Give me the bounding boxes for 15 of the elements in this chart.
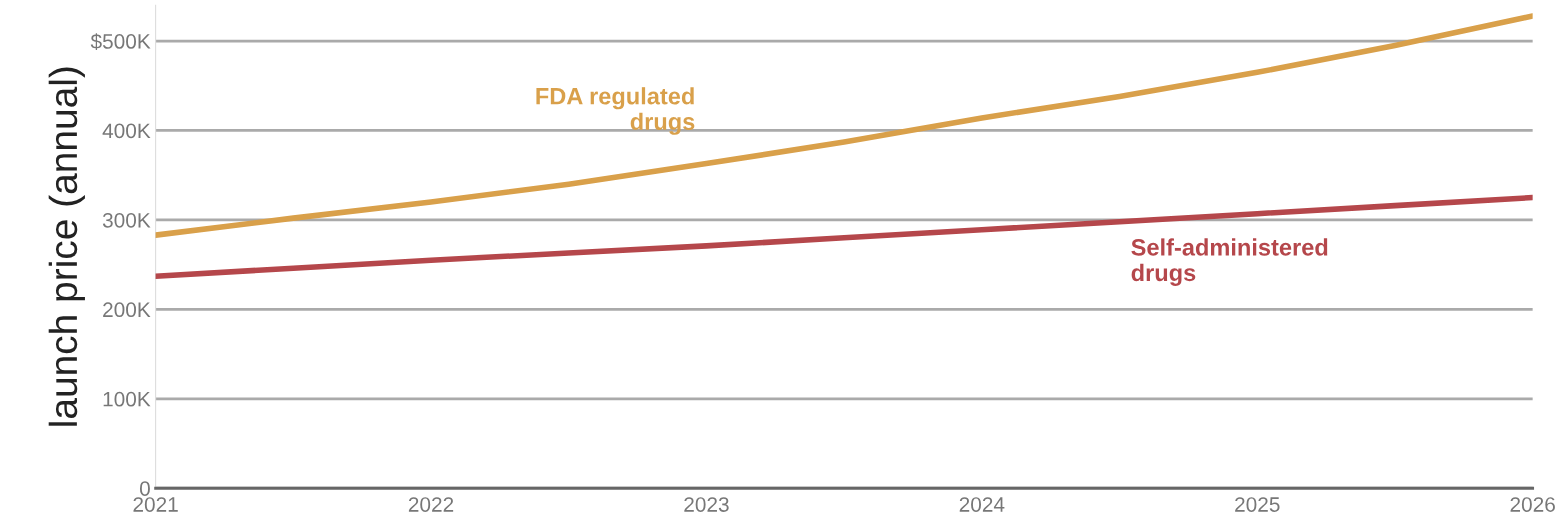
y-tick-label: 100K	[103, 391, 151, 407]
x-tick-label: 2025	[1235, 497, 1280, 512]
x-tick-label: 2021	[133, 497, 178, 512]
series-label: FDA regulated drugs	[536, 87, 695, 135]
y-tick-label: 200K	[103, 302, 151, 318]
x-tick-label: 2026	[1510, 497, 1555, 512]
x-tick-label: 2023	[684, 497, 729, 512]
y-tick-label: $500K	[90, 33, 151, 51]
y-axis-title: launch price (annual)	[48, 67, 85, 426]
x-tick-label: 2024	[959, 497, 1005, 512]
series-label: Self-administered drugs	[1131, 238, 1328, 286]
x-tick-label: 2022	[408, 497, 454, 512]
y-tick-label: 400K	[102, 123, 151, 139]
y-tick-label: 300K	[102, 212, 151, 228]
y-tick-label: 0	[139, 481, 150, 496]
